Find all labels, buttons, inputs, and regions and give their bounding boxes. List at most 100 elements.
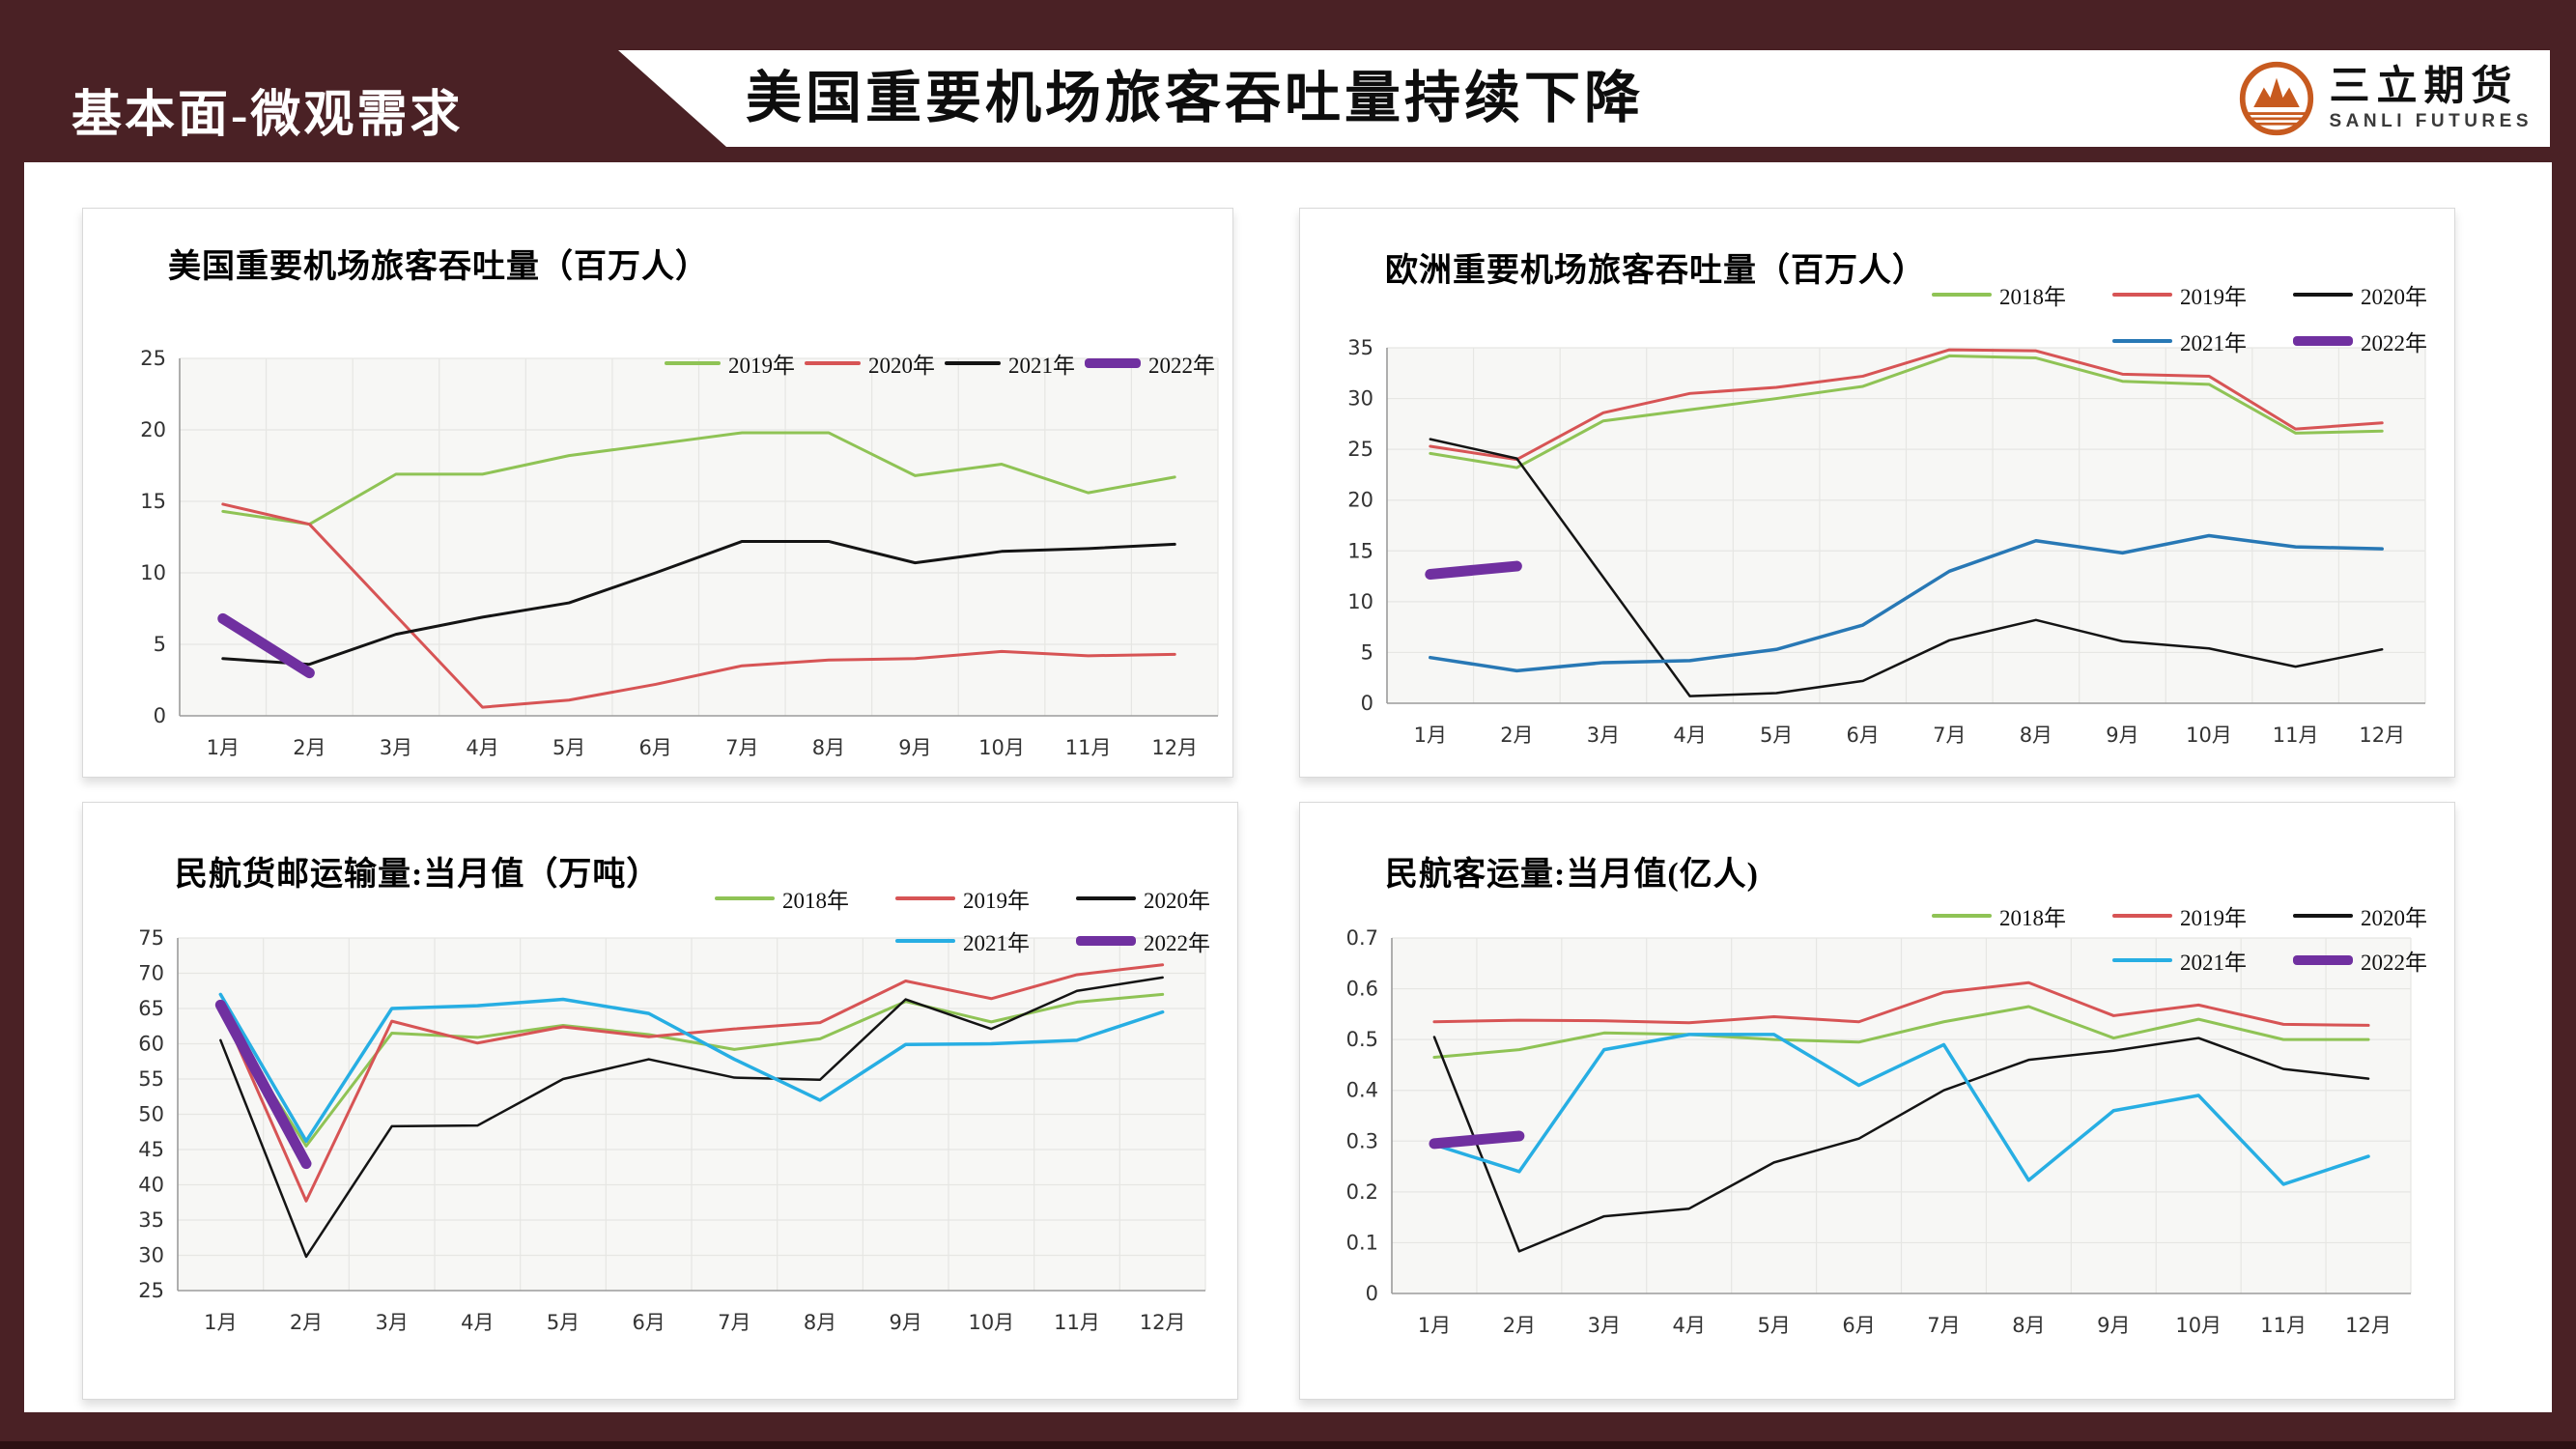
svg-text:10: 10 [140, 561, 166, 584]
svg-text:0: 0 [1366, 1282, 1378, 1305]
title-band: 美国重要机场旅客吞吐量持续下降 三立期货 SANLI FUTURES [618, 50, 2550, 147]
legend-line-swatch-icon [2112, 339, 2172, 343]
svg-text:6月: 6月 [632, 1311, 665, 1334]
svg-text:50: 50 [138, 1103, 164, 1126]
legend-item-2018年: 2018年 [1932, 278, 2066, 311]
header-band: 基本面-微观需求 美国重要机场旅客吞吐量持续下降 三立期货 SANLI FUTU… [0, 0, 2576, 162]
chart-title: 民航货邮运输量:当月值（万吨） [175, 857, 661, 893]
svg-text:10月: 10月 [2186, 724, 2232, 747]
svg-text:20: 20 [1347, 489, 1373, 512]
legend-row: 2021年 2022年 [2112, 944, 2427, 977]
svg-text:12月: 12月 [1151, 736, 1198, 759]
section-label: 基本面-微观需求 [71, 88, 464, 143]
svg-text:55: 55 [138, 1067, 164, 1091]
svg-text:20: 20 [140, 418, 166, 441]
legend-item-2020年: 2020年 [2293, 278, 2427, 311]
legend-line-swatch-icon [665, 361, 721, 365]
legend-item-2019年: 2019年 [665, 347, 795, 380]
svg-text:25: 25 [138, 1279, 164, 1302]
page-title: 美国重要机场旅客吞吐量持续下降 [746, 67, 1645, 129]
chart-panel-europe-airport-throughput: 0 5 10 15 20 25 30 35 1月 2月 3月 4月 5月 6月 7月 8月 9月 10月 11月 12… [1299, 208, 2455, 778]
svg-text:0: 0 [1361, 692, 1373, 715]
legend-row: 2021年 2022年 [895, 924, 1210, 957]
legend-item-2020年: 2020年 [2293, 899, 2427, 932]
svg-text:35: 35 [138, 1208, 164, 1232]
legend-label: 2020年 [868, 354, 935, 378]
legend-item-2018年: 2018年 [715, 882, 849, 915]
civil-aviation-passengers-chart: 0 0.1 0.2 0.3 0.4 0.5 0.6 0.7 1月 2月 3月 4月 5月 6月 7月 8月 9月… [1346, 926, 2412, 1337]
svg-text:0: 0 [154, 704, 166, 727]
svg-text:1月: 1月 [207, 736, 240, 759]
logo-text: 三立期货 SANLI FUTURES [2330, 65, 2534, 132]
svg-text:15: 15 [1347, 539, 1373, 562]
legend-row: 2018年 2019年 2020年 [1932, 278, 2427, 311]
svg-text:11月: 11月 [1065, 736, 1112, 759]
legend-label: 2019年 [728, 354, 795, 378]
legend-item-2021年: 2021年 [2112, 944, 2247, 977]
svg-text:4月: 4月 [461, 1311, 494, 1334]
svg-text:7月: 7月 [1933, 724, 1966, 747]
legend-label: 2020年 [2361, 906, 2427, 930]
legend-label: 2019年 [963, 889, 1030, 913]
legend-item-2018年: 2018年 [1932, 899, 2066, 932]
svg-text:0.1: 0.1 [1346, 1231, 1378, 1254]
legend-line-swatch-icon [2112, 293, 2172, 297]
svg-text:3月: 3月 [375, 1311, 408, 1334]
svg-text:10月: 10月 [978, 736, 1025, 759]
svg-text:6月: 6月 [639, 736, 672, 759]
svg-text:1月: 1月 [204, 1311, 237, 1334]
legend-label: 2022年 [1144, 931, 1210, 955]
chart-title: 欧洲重要机场旅客吞吐量（百万人） [1385, 253, 1926, 289]
legend-line-swatch-icon [1085, 358, 1141, 368]
svg-text:1月: 1月 [1418, 1314, 1451, 1337]
svg-text:40: 40 [138, 1174, 164, 1197]
svg-text:15: 15 [140, 490, 166, 513]
svg-text:75: 75 [138, 926, 164, 950]
legend-label: 2019年 [2180, 906, 2247, 930]
svg-text:10月: 10月 [968, 1311, 1014, 1334]
svg-text:3月: 3月 [1587, 724, 1620, 747]
svg-text:10: 10 [1347, 590, 1373, 613]
svg-text:0.4: 0.4 [1346, 1079, 1378, 1102]
legend-line-swatch-icon [1076, 936, 1136, 946]
chart-panel-civil-aviation-passengers: 0 0.1 0.2 0.3 0.4 0.5 0.6 0.7 1月 2月 3月 4月 5月 6月 7月 8月 9月… [1299, 802, 2455, 1400]
legend-item-2021年: 2021年 [2112, 325, 2247, 357]
sanli-mountain-logo-icon [2239, 61, 2313, 136]
legend-label: 2021年 [2180, 331, 2247, 355]
svg-text:3月: 3月 [1588, 1314, 1621, 1337]
svg-text:7月: 7月 [718, 1311, 750, 1334]
legend-line-swatch-icon [1932, 293, 1992, 297]
svg-text:60: 60 [138, 1033, 164, 1056]
legend-label: 2020年 [2361, 285, 2427, 309]
svg-text:8月: 8月 [812, 736, 845, 759]
svg-text:45: 45 [138, 1138, 164, 1161]
legend-label: 2018年 [782, 889, 849, 913]
legend-label: 2022年 [1148, 354, 1215, 378]
legend-line-swatch-icon [715, 896, 775, 900]
legend-row: 2018年 2019年 2020年 [1932, 899, 2427, 932]
legend-label: 2021年 [963, 931, 1030, 955]
bottom-strip [0, 1441, 2576, 1449]
svg-text:7月: 7月 [725, 736, 758, 759]
legend-line-swatch-icon [895, 896, 955, 900]
svg-text:0.7: 0.7 [1346, 926, 1378, 950]
chart-legend: 2018年 2019年 2020年 2021年 2022年 [1932, 278, 2427, 357]
legend-item-2020年: 2020年 [1076, 882, 1210, 915]
civil-aviation-cargo-chart: 25 30 35 40 45 50 55 60 65 70 75 1月 2月 3月 4月 5月 6月 7月 8月 9月… [138, 926, 1206, 1334]
logo-text-cn: 三立期货 [2329, 64, 2519, 109]
legend-line-swatch-icon [2293, 293, 2353, 297]
svg-text:9月: 9月 [2106, 724, 2138, 747]
svg-text:9月: 9月 [2097, 1314, 2130, 1337]
chart-legend: 2018年 2019年 2020年 2021年 2022年 [1932, 899, 2427, 977]
svg-text:12月: 12月 [1140, 1311, 1186, 1334]
us-airport-throughput-chart: 0 5 10 15 20 25 1月 2月 3月 4月 5月 6月 7月 8月 9月 10月 11月 12月 [140, 347, 1219, 759]
legend-line-swatch-icon [2112, 958, 2172, 962]
svg-text:35: 35 [1347, 336, 1373, 359]
svg-text:4月: 4月 [1673, 1314, 1706, 1337]
chart-title: 民航客运量:当月值(亿人) [1385, 857, 1759, 893]
svg-text:5: 5 [1361, 640, 1373, 664]
legend-item-2022年: 2022年 [2293, 325, 2427, 357]
legend-item-2021年: 2021年 [945, 347, 1075, 380]
svg-text:2月: 2月 [293, 736, 326, 759]
